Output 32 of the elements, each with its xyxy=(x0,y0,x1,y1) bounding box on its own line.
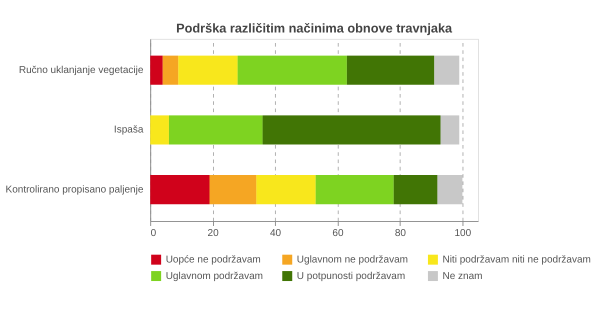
bar xyxy=(150,115,169,144)
y-tick-label: Ručno uklanjanje vegetacije xyxy=(18,64,144,76)
bar xyxy=(440,115,460,144)
bar xyxy=(178,56,238,85)
bar xyxy=(316,175,394,204)
legend-label: Niti podržavam niti ne podržavam xyxy=(442,254,591,266)
legend-label: U potpunosti podržavam xyxy=(296,270,406,282)
x-tick-label: 40 xyxy=(270,228,282,239)
legend-label: Uopće ne podržavam xyxy=(166,254,261,266)
bar xyxy=(262,115,441,144)
y-tick-label: Kontrolirano propisano paljenje xyxy=(6,184,144,196)
bar xyxy=(150,56,163,85)
x-tick-label: 80 xyxy=(394,228,406,239)
y-tick-label: Ispaša xyxy=(114,124,144,136)
bar xyxy=(256,175,316,204)
bar xyxy=(434,56,460,85)
bar xyxy=(238,56,347,85)
x-tick-label: 0 xyxy=(150,228,157,239)
legend-label: Uglavnom podržavam xyxy=(166,270,263,282)
chart-title: Podrška različitim načinima obnove travnjaka xyxy=(176,20,454,36)
bar xyxy=(437,175,462,204)
bar xyxy=(150,175,210,204)
bar xyxy=(394,175,438,204)
legend-label: Uglavnom ne podržavam xyxy=(296,254,408,266)
legend-label: Ne znam xyxy=(442,270,482,282)
x-tick-label: 100 xyxy=(454,228,472,239)
bar xyxy=(168,115,263,144)
x-tick-label: 20 xyxy=(208,228,220,239)
bar xyxy=(210,175,256,204)
bar xyxy=(346,56,434,85)
x-tick-label: 60 xyxy=(332,228,344,239)
bar xyxy=(162,56,178,85)
